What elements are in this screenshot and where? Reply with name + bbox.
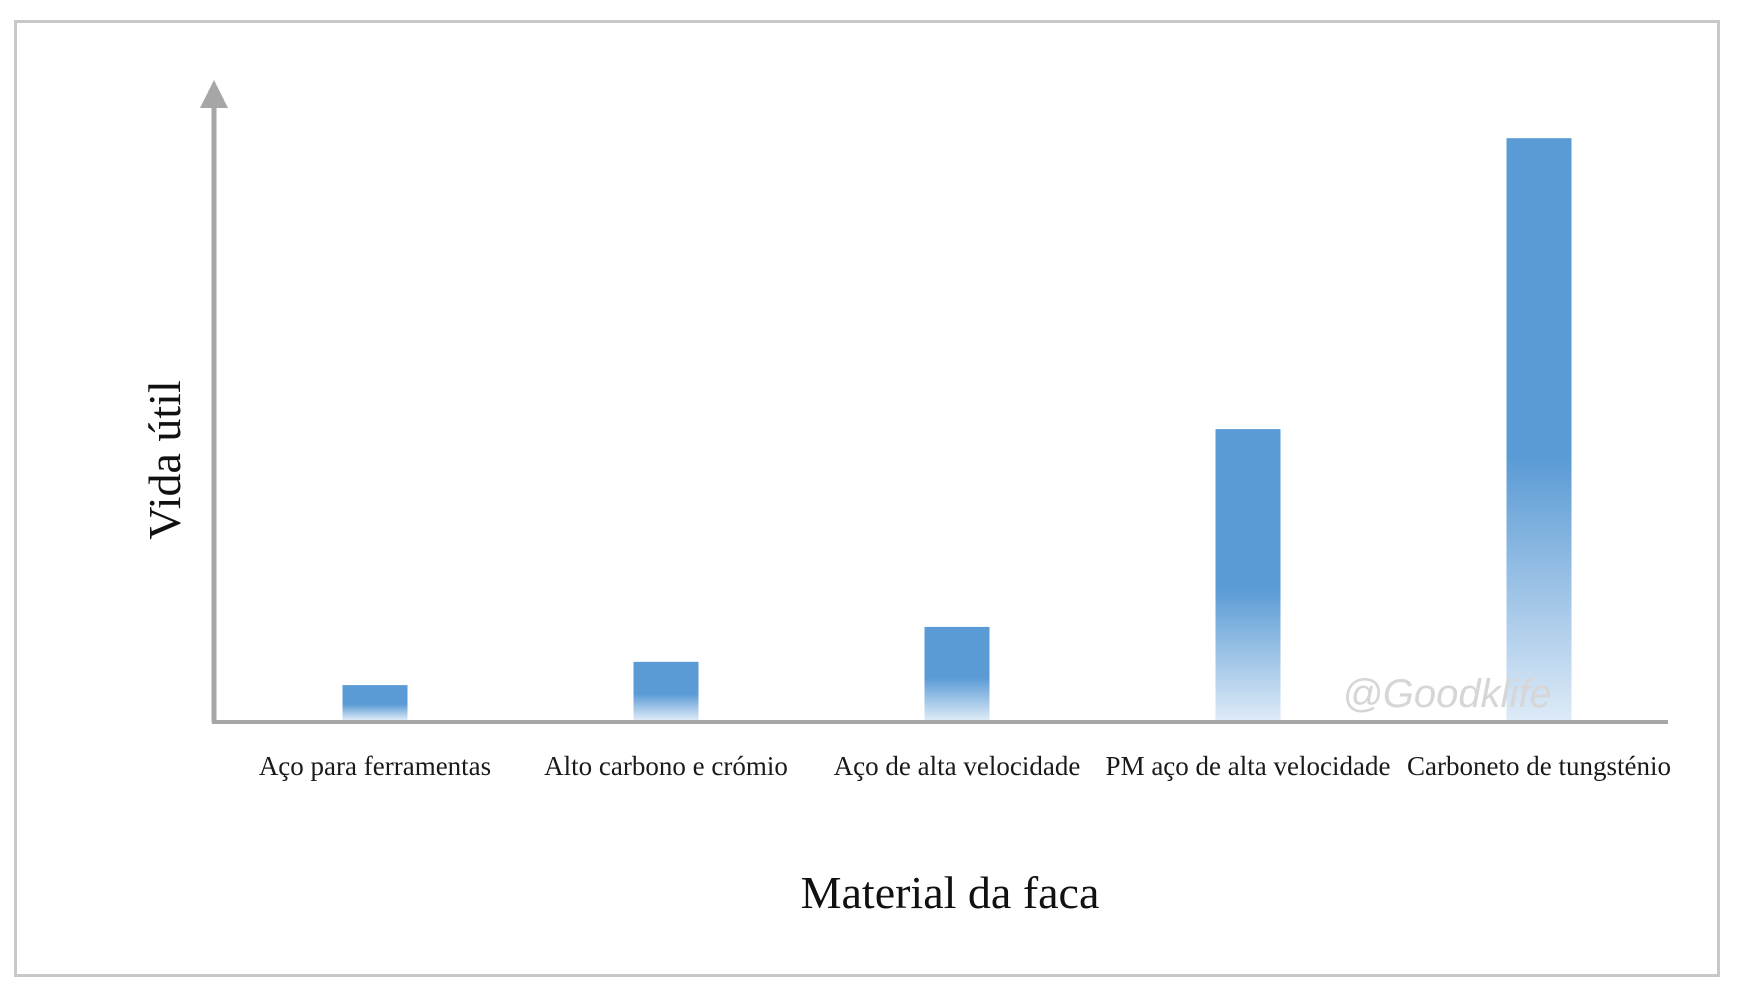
bars-group xyxy=(342,138,1572,720)
bar-5 xyxy=(1506,138,1572,720)
x-tick-label-3: Aço de alta velocidade xyxy=(834,751,1081,781)
x-axis-title: Material da faca xyxy=(801,867,1100,918)
x-tick-label-4: PM aço de alta velocidade xyxy=(1106,751,1391,781)
x-tick-label-1: Aço para ferramentas xyxy=(259,751,491,781)
bar-1 xyxy=(342,685,408,720)
bar-3 xyxy=(924,626,990,720)
y-axis-title: Vida útil xyxy=(139,380,190,540)
x-tick-label-2: Alto carbono e crómio xyxy=(544,751,788,781)
y-axis-arrowhead xyxy=(200,80,228,108)
watermark-text: @Goodklife xyxy=(1342,672,1552,716)
bar-2 xyxy=(633,661,699,720)
bar-4 xyxy=(1215,429,1281,720)
x-tick-label-5: Carboneto de tungsténio xyxy=(1407,751,1671,781)
x-tick-labels: Aço para ferramentas Alto carbono e crómi… xyxy=(259,751,1671,781)
chart-frame xyxy=(14,20,1720,977)
